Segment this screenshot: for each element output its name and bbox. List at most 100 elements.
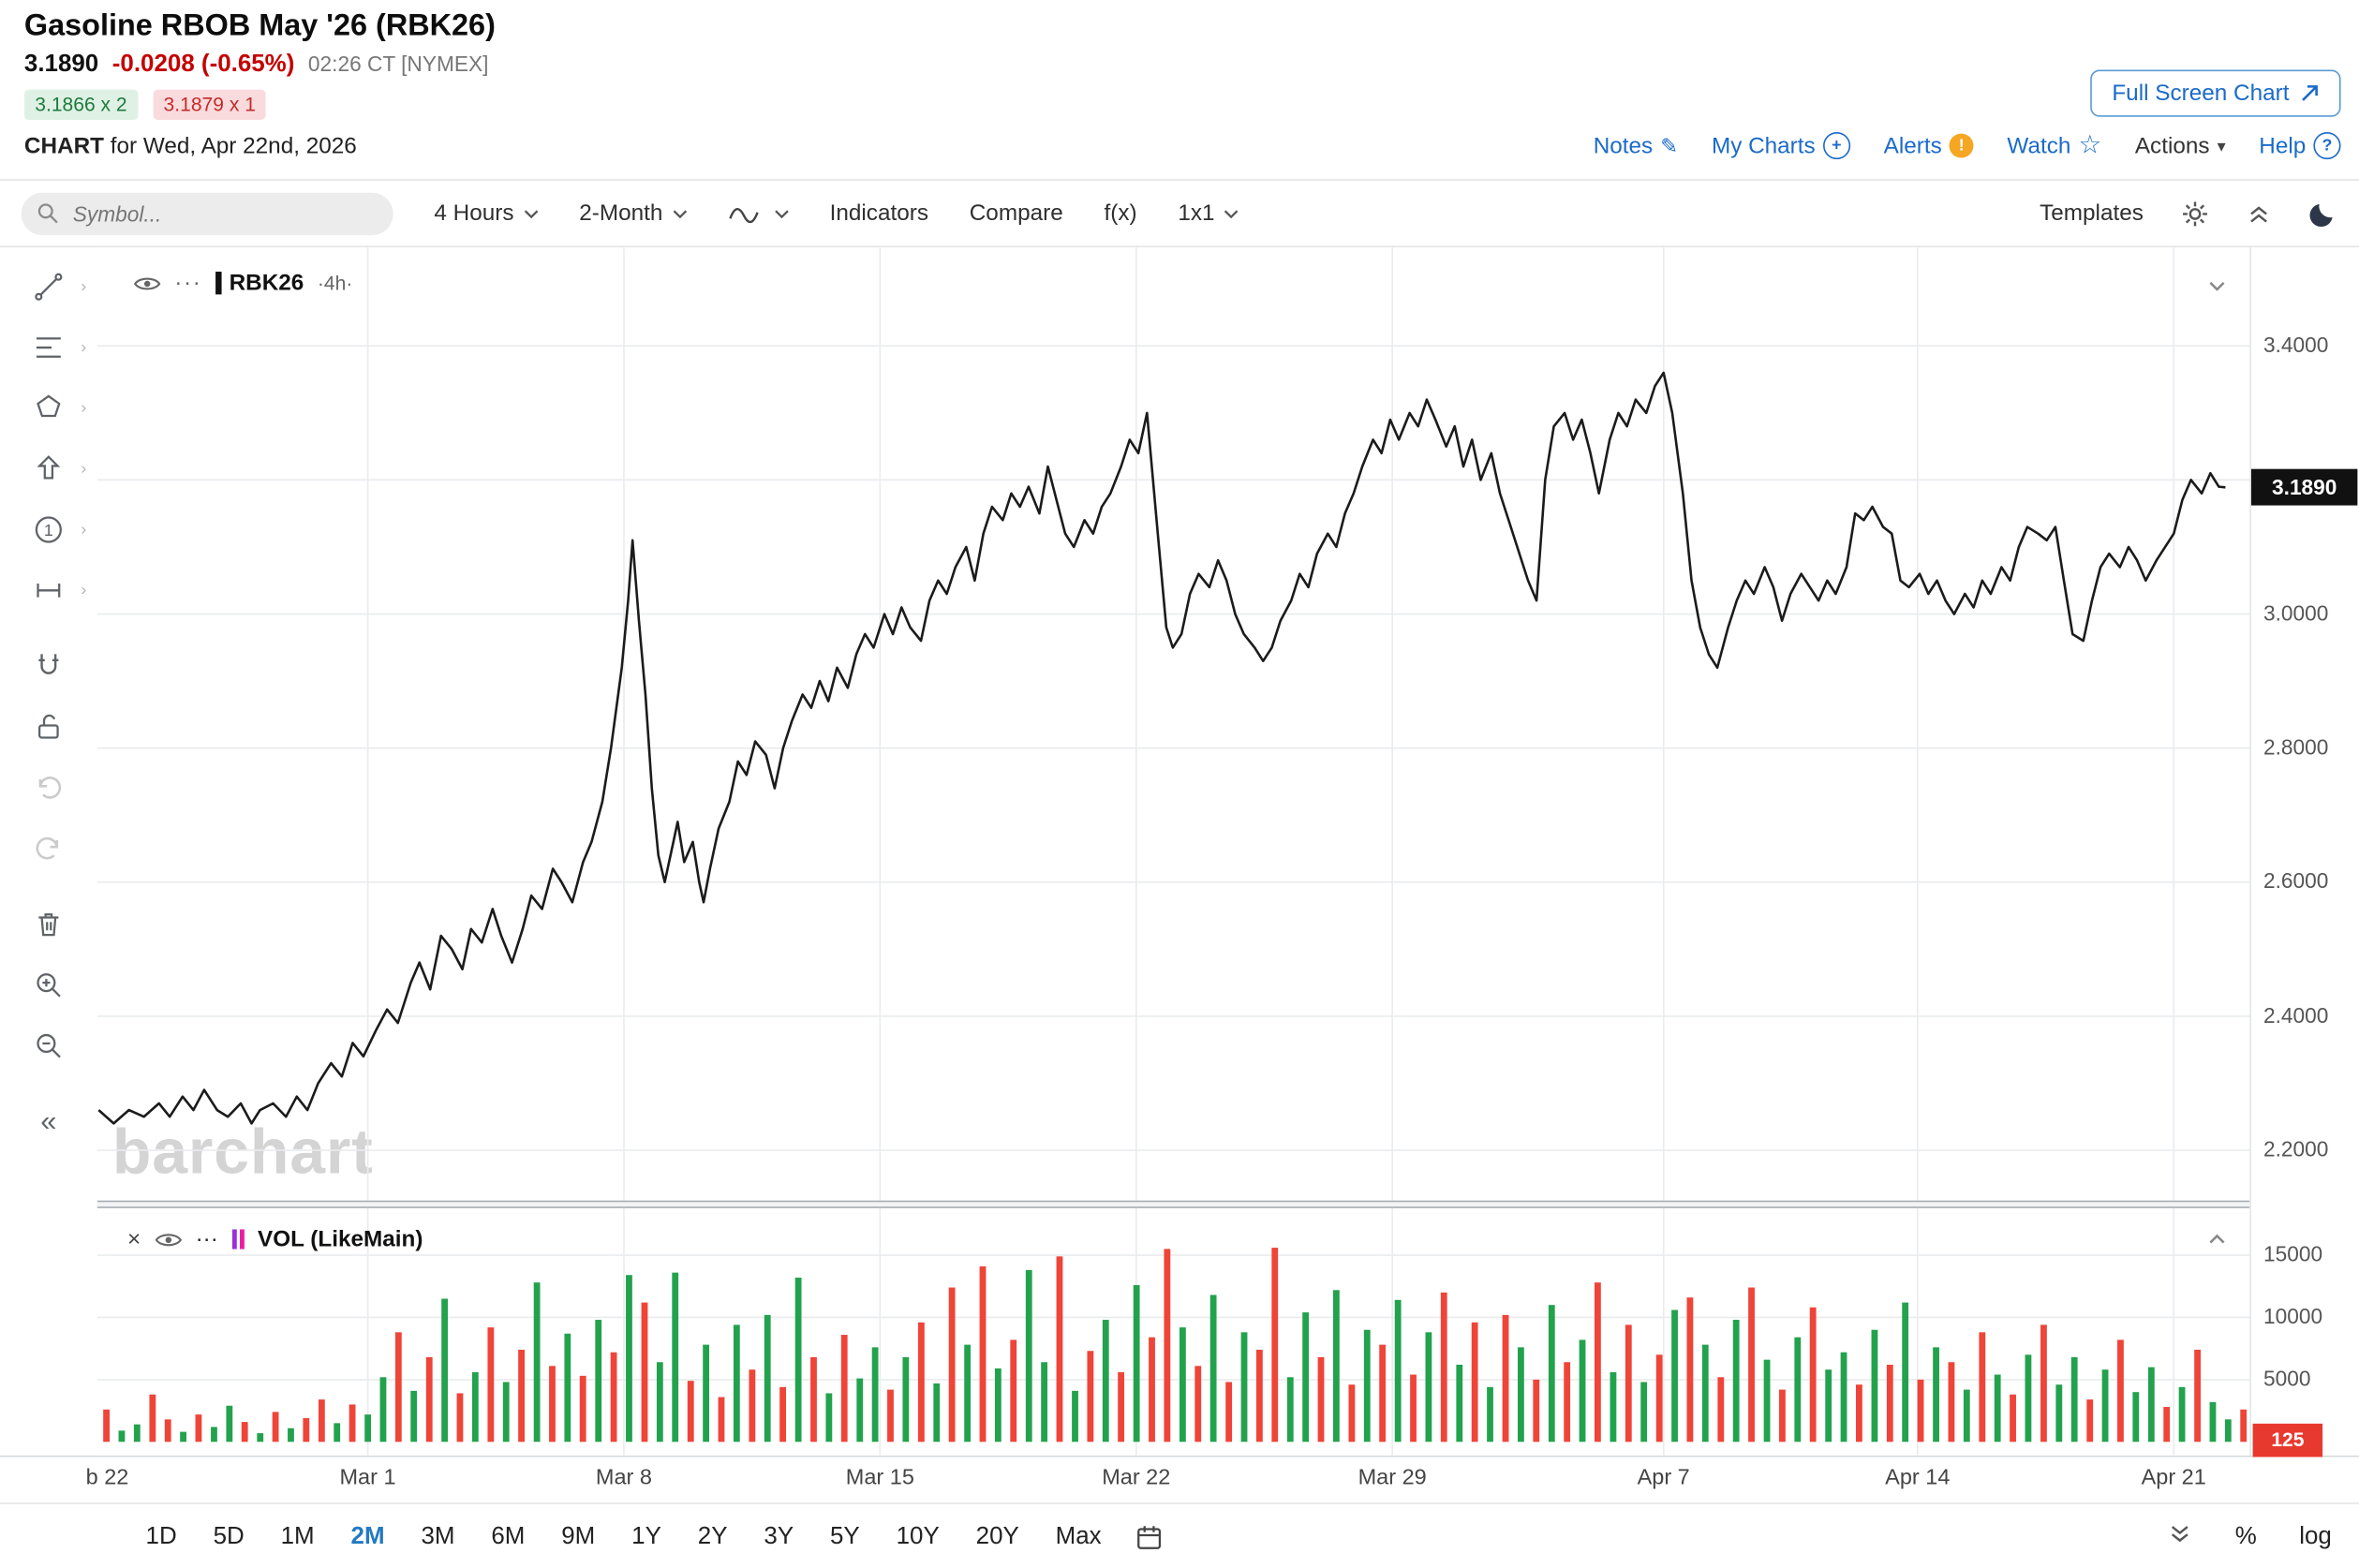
- symbol-input[interactable]: [69, 200, 334, 228]
- range-dropdown[interactable]: 2-Month: [579, 200, 687, 226]
- lock-drawings-button[interactable]: [0, 697, 97, 758]
- measure-tool[interactable]: ›: [0, 560, 97, 621]
- volume-bar: [1425, 1332, 1432, 1442]
- price-chart-canvas[interactable]: [96, 247, 2250, 1201]
- range-button-6m[interactable]: 6M: [491, 1523, 526, 1550]
- volume-bar: [1317, 1356, 1325, 1442]
- collapse-sidebar-button[interactable]: «: [0, 1091, 97, 1152]
- range-button-max[interactable]: Max: [1055, 1523, 1102, 1550]
- symbol-search[interactable]: [21, 191, 393, 235]
- volume-axis-label: 5000: [2263, 1366, 2311, 1391]
- volume-bar: [1240, 1332, 1248, 1442]
- range-button-5y[interactable]: 5Y: [830, 1523, 860, 1550]
- range-button-3y[interactable]: 3Y: [764, 1523, 794, 1550]
- grid-layout-dropdown[interactable]: 1x1: [1178, 200, 1239, 226]
- series-color-bar: [215, 272, 222, 295]
- compare-button[interactable]: Compare: [970, 200, 1063, 227]
- volume-bar: [1517, 1347, 1524, 1442]
- range-button-2m[interactable]: 2M: [350, 1523, 385, 1550]
- volume-bar: [1118, 1371, 1124, 1442]
- range-button-20y[interactable]: 20Y: [975, 1523, 1019, 1550]
- range-button-5d[interactable]: 5D: [213, 1523, 245, 1550]
- volume-bar: [610, 1352, 617, 1442]
- help-link[interactable]: Help ?: [2259, 131, 2341, 160]
- header-links: Notes ✎ My Charts + Alerts ! Watch ☆ Act…: [1594, 130, 2341, 160]
- dark-mode-toggle[interactable]: [2307, 198, 2337, 228]
- volume-bar: [364, 1414, 371, 1442]
- volume-bar: [2055, 1384, 2063, 1442]
- volume-bar: [257, 1433, 264, 1442]
- volume-chart-canvas[interactable]: [96, 1207, 2250, 1456]
- range-button-1y[interactable]: 1Y: [631, 1523, 661, 1550]
- x-axis-label: Mar 22: [1102, 1466, 1171, 1491]
- scroll-down-button[interactable]: [2168, 1523, 2192, 1552]
- zoom-in-button[interactable]: [0, 954, 97, 1015]
- volume-bar: [2240, 1409, 2248, 1442]
- collapse-toolbar-button[interactable]: [2247, 202, 2271, 224]
- watch-link[interactable]: Watch ☆: [2007, 130, 2101, 160]
- trendline-icon: [35, 273, 63, 301]
- polygon-icon: [37, 394, 61, 418]
- interval-dropdown[interactable]: 4 Hours: [434, 200, 538, 226]
- volume-bar: [625, 1275, 632, 1442]
- go-to-date-button[interactable]: [1135, 1524, 1162, 1551]
- chart-plot-area[interactable]: barchart ··· RBK26 ·4h· ×: [96, 247, 2250, 1456]
- double-chevron-up-icon: [2250, 205, 2267, 222]
- alerts-link[interactable]: Alerts !: [1884, 133, 1974, 158]
- volume-bar: [1379, 1344, 1386, 1442]
- volume-bar: [2040, 1324, 2047, 1442]
- unlock-icon: [37, 714, 59, 739]
- pane-divider[interactable]: [96, 1200, 2250, 1208]
- settings-button[interactable]: [2180, 198, 2210, 228]
- y-axis[interactable]: 3.1890 125 3.4000 3.0000 2.8000 2.6000 2.400…: [2249, 247, 2359, 1457]
- range-button-1m[interactable]: 1M: [280, 1523, 315, 1550]
- volume-pane-expand-chevron[interactable]: [2209, 1225, 2226, 1252]
- eye-icon[interactable]: [133, 274, 161, 291]
- arrow-marker-tool[interactable]: ›: [0, 438, 97, 499]
- volume-bar: [1471, 1322, 1478, 1442]
- fibonacci-tool[interactable]: ›: [0, 318, 97, 378]
- redo-button[interactable]: [0, 818, 97, 879]
- range-button-3m[interactable]: 3M: [421, 1523, 455, 1550]
- fx-button[interactable]: f(x): [1104, 200, 1136, 227]
- star-icon: ☆: [2078, 130, 2102, 160]
- volume-bar: [318, 1399, 325, 1442]
- price-pane-collapse-chevron[interactable]: [2209, 272, 2226, 299]
- full-screen-chart-button[interactable]: Full Screen Chart: [2090, 69, 2341, 117]
- indicators-button[interactable]: Indicators: [830, 200, 928, 227]
- range-buttons: 1D 5D 1M 2M 3M 6M 9M 1Y 2Y 3Y 5Y 10Y 20Y Max: [127, 1524, 1120, 1551]
- magnet-mode-button[interactable]: [0, 636, 97, 697]
- delete-drawings-button[interactable]: [0, 894, 97, 954]
- volume-bar: [471, 1371, 479, 1442]
- zoom-out-button[interactable]: [0, 1015, 97, 1076]
- eye-icon[interactable]: [155, 1230, 182, 1248]
- undo-button[interactable]: [0, 758, 97, 819]
- notes-link[interactable]: Notes ✎: [1594, 133, 1679, 159]
- percent-scale-toggle[interactable]: %: [2234, 1523, 2257, 1550]
- log-scale-toggle[interactable]: log: [2299, 1523, 2332, 1550]
- templates-button[interactable]: Templates: [2040, 200, 2144, 227]
- shapes-tool[interactable]: ›: [0, 377, 97, 438]
- annotation-tool[interactable]: 1 ›: [0, 499, 97, 560]
- volume-bar: [118, 1430, 126, 1442]
- my-charts-link[interactable]: My Charts +: [1712, 131, 1850, 160]
- range-button-1d[interactable]: 1D: [145, 1523, 177, 1550]
- volume-bar: [749, 1369, 756, 1442]
- legend-menu-icon[interactable]: ···: [195, 1226, 218, 1252]
- range-button-9m[interactable]: 9M: [561, 1523, 596, 1550]
- legend-menu-icon[interactable]: ···: [174, 270, 202, 296]
- volume-bar: [2147, 1367, 2155, 1442]
- x-axis[interactable]: b 22 Mar 1 Mar 8 Mar 15 Mar 22 Mar 29 Apr 7 Apr…: [0, 1457, 2359, 1503]
- gear-icon: [2183, 200, 2207, 226]
- volume-bar: [502, 1382, 510, 1442]
- volume-bar: [1456, 1365, 1463, 1442]
- range-button-10y[interactable]: 10Y: [896, 1523, 940, 1550]
- volume-bar: [979, 1266, 987, 1442]
- actions-menu[interactable]: Actions ▾: [2135, 133, 2226, 159]
- header: Gasoline RBOB May '26 (RBK26) 3.1890 -0.…: [0, 0, 2359, 179]
- trendline-tool[interactable]: ›: [0, 257, 97, 318]
- close-icon[interactable]: ×: [127, 1226, 141, 1252]
- chart-type-dropdown[interactable]: [728, 204, 789, 223]
- legend-symbol: RBK26: [229, 270, 304, 296]
- range-button-2y[interactable]: 2Y: [697, 1523, 728, 1550]
